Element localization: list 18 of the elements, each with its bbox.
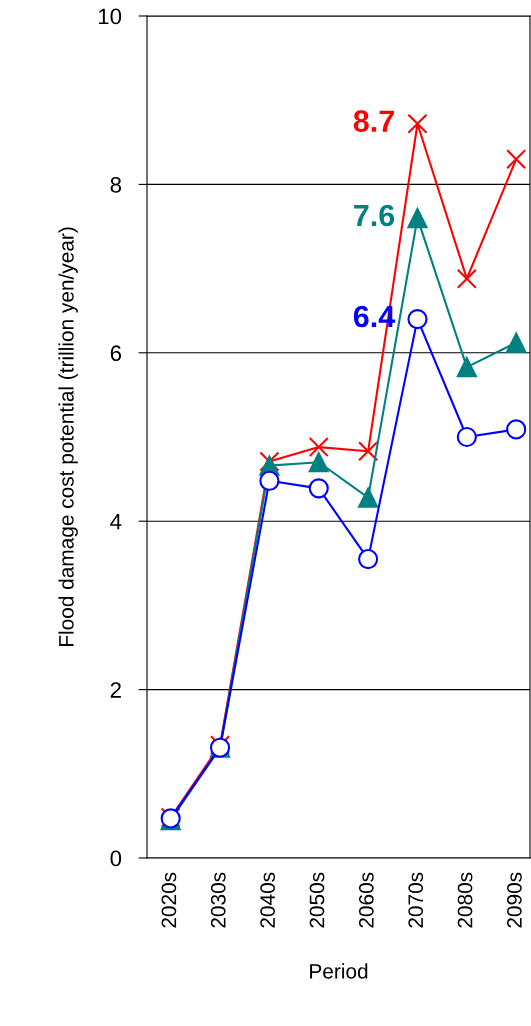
y-tick-label: 8 — [110, 176, 122, 193]
x-tick-label: 2070s — [408, 872, 424, 928]
y-axis-title: Flood damage cost potential (trillion yen/year) — [58, 227, 78, 647]
x-tick-label: 2090s — [507, 872, 522, 928]
annotation: 8.7 — [353, 110, 394, 132]
y-tick-label: 4 — [110, 513, 122, 530]
x-tick-label: 2080s — [457, 872, 473, 928]
x-tick-label: 2030s — [210, 872, 226, 928]
x-tick-label: 2060s — [358, 872, 374, 928]
y-tick-label: 2 — [110, 682, 121, 698]
x-tick-label: 2020s — [161, 872, 177, 928]
x-axis-title: Period — [310, 963, 368, 979]
y-tick-label: 0 — [110, 850, 122, 867]
y-tick-label: 10 — [98, 8, 122, 25]
y-tick-label: 6 — [110, 345, 122, 362]
x-tick-label: 2040s — [260, 872, 275, 928]
x-tick-label: 2050s — [309, 872, 325, 928]
annotation: 7.6 — [354, 204, 395, 227]
